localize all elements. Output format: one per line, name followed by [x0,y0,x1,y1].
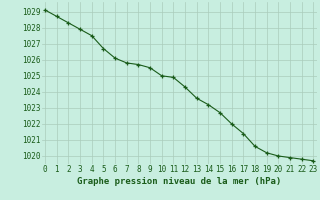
X-axis label: Graphe pression niveau de la mer (hPa): Graphe pression niveau de la mer (hPa) [77,177,281,186]
